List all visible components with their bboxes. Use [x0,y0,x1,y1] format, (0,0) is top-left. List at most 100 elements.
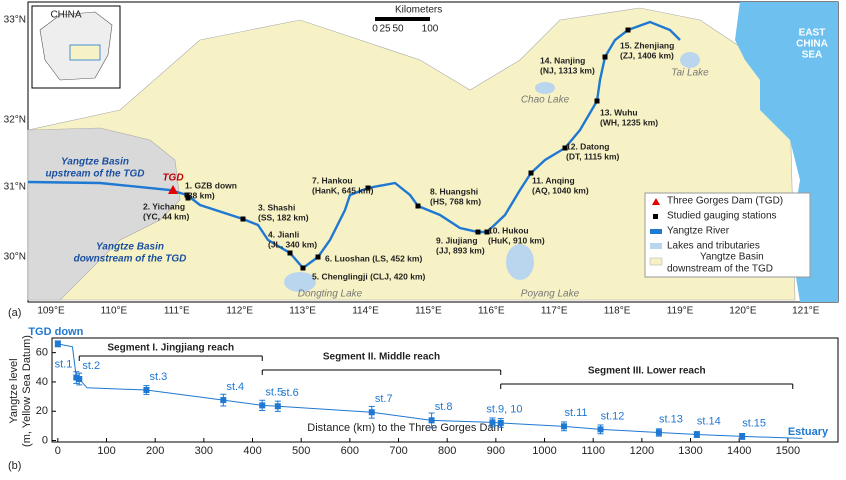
y-axis-title: (m, Yellow Sea Datum) [21,335,33,447]
station-label: 3. Shashi [258,202,295,212]
point-label: st.8 [435,401,453,413]
lon-label: 111°E [164,306,190,317]
sea [735,2,838,302]
x-tick-label: 300 [195,445,213,457]
point-label: st.5 [265,386,283,398]
lake [284,272,316,292]
y-tick-label: 40 [36,376,48,388]
legend-label: Lakes and tributaries [667,241,760,252]
plot-frame [51,337,839,443]
legend-label: Studied gauging stations [667,211,777,222]
legend-symbol [650,229,662,234]
station-marker [240,216,246,222]
station-label: 12. Datong [566,141,609,151]
legend-symbol [653,214,658,219]
station-label: (AQ, 1040 km) [532,185,589,195]
station-label: 9. Jiujiang [436,235,478,245]
legend-label: Yangtze Basin [700,252,764,263]
x-tick-label: 1500 [776,445,800,457]
station-label: (HanK, 645 km) [312,185,374,195]
sea-label: SEA [802,50,823,61]
lake-label: Tai Lake [671,68,709,79]
point-label: st.9, 10 [486,403,522,415]
scale-tick: 0 [372,24,378,35]
x-tick-label: 1000 [532,445,556,457]
x-tick-label: 600 [341,445,359,457]
segment-label: Segment II. Middle reach [323,352,440,363]
region-label: upstream of the TGD [46,169,145,180]
station-marker [185,195,191,201]
point-label: st.4 [226,381,244,393]
station-label: 1. GZB down [185,180,237,190]
lake [680,52,700,68]
legend-symbol [652,198,660,205]
station-label: (HuK, 910 km) [488,235,545,245]
x-tick-label: 700 [389,445,407,457]
scale-tick: 25 [379,24,391,35]
x-tick-label: 800 [438,445,456,457]
lon-label: 112°E [226,306,253,317]
lake-label: Chao Lake [521,95,570,106]
station-label: (38 km) [185,190,215,200]
lake-label: Poyang Lake [521,289,580,300]
legend-symbol [650,243,662,249]
lon-label: 115°E [415,306,442,317]
panel-label: (b) [8,460,21,472]
scale-tick: 50 [392,24,404,35]
lon-label: 109°E [37,306,65,317]
station-marker [365,185,371,191]
y-tick-label: 0 [42,434,48,446]
station-label: 2. Yichang [143,201,185,211]
station-label: (SS, 182 km) [258,212,309,222]
region-label: Yangtze Basin [96,242,164,253]
sea-label: EAST [799,28,826,39]
station-label: (NJ, 1313 km) [540,65,595,75]
station-marker [562,145,568,151]
legend-symbol [649,257,663,266]
station-label: 11. Anqing [532,175,575,185]
y-tick-label: 20 [36,405,48,417]
segment-label: Segment III. Lower reach [588,366,706,377]
panel-label: (a) [8,307,21,319]
station-label: 5. Chenglingji (CLJ, 420 km) [312,271,426,281]
station-marker [528,170,534,176]
x-tick-label: 1200 [630,445,654,457]
station-label: (ZJ, 1406 km) [620,50,674,60]
lon-label: 118°E [604,306,631,317]
station-label: 10. Hukou [488,225,529,235]
x-tick-label: 0 [55,445,61,457]
station-label: 15. Zhenjiang [620,40,674,50]
scale-title: Kilometers [395,5,442,16]
legend-label: Three Gorges Dam (TGD) [667,196,783,207]
legend-box [644,192,811,278]
lat-label: 31°N [4,182,26,193]
annotation: Estuary [788,426,829,438]
yangtze-river [27,20,681,270]
level-profile [57,343,803,439]
station-label: 13. Wuhu [600,107,638,117]
station-marker [625,27,631,33]
legend-label: downstream of the TGD [667,264,773,275]
x-tick-label: 1100 [581,445,605,457]
lake-label: Dongting Lake [298,289,363,300]
point-label: st.3 [150,371,168,383]
station-marker [484,229,490,235]
station-marker [287,250,293,256]
x-tick-label: 1400 [727,445,751,457]
point-label: st.12 [601,410,625,422]
station-marker [602,54,608,60]
y-tick-label: 60 [36,347,48,359]
station-label: (JJ, 893 km) [436,245,485,255]
legend-label: Yangtze River [667,226,730,237]
station-label: (HS, 768 km) [430,196,481,206]
inset-label: CHINA [50,10,81,21]
station-label: 4. Jianli [268,229,299,239]
point-label: st.13 [659,413,683,425]
station-label: (YC, 44 km) [143,211,189,221]
lon-label: 114°E [352,306,379,317]
basin-downstream [27,7,796,301]
point-label: st.1 [55,358,73,370]
station-marker [300,265,306,271]
point-label: st.14 [697,415,721,427]
